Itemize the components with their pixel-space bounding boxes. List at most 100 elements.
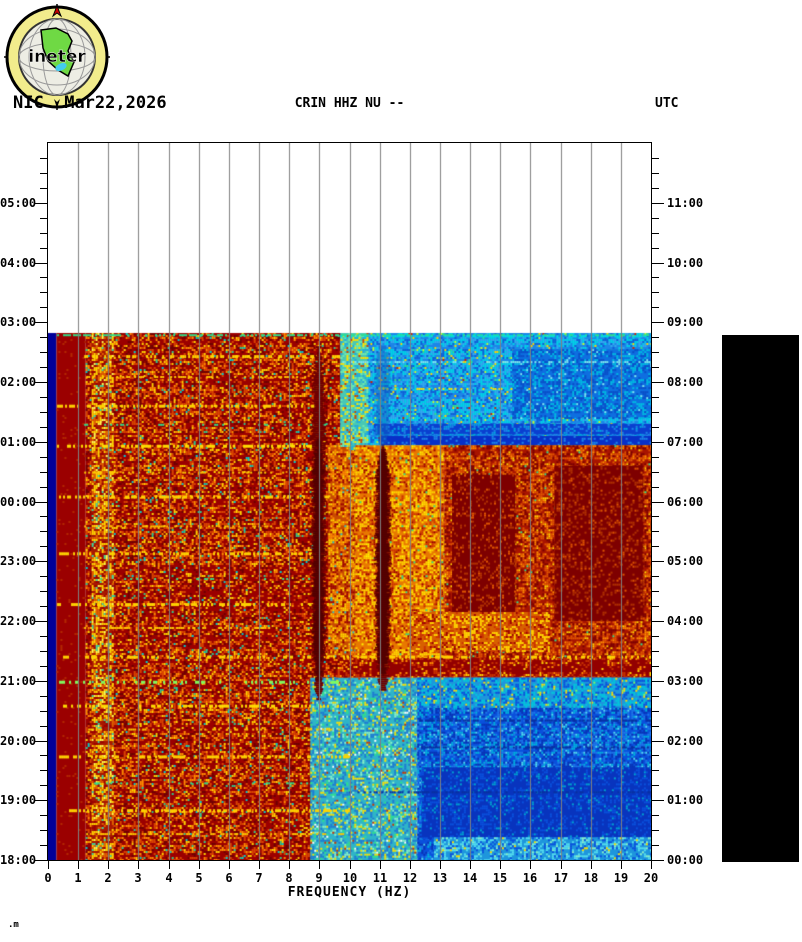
- right-axis-tick: [652, 218, 659, 219]
- left-axis-tick: [40, 352, 47, 353]
- x-axis-tick: [108, 861, 109, 869]
- left-axis-tick: [40, 277, 47, 278]
- network-code: NIC: [13, 93, 44, 113]
- right-axis-label: 01:00: [667, 793, 704, 807]
- right-axis-tick: [652, 606, 659, 607]
- left-axis-tick: [35, 860, 47, 861]
- left-axis-tick: [40, 248, 47, 249]
- right-axis-label: 08:00: [667, 375, 704, 389]
- left-axis-tick: [40, 531, 47, 532]
- right-axis-tick: [652, 755, 659, 756]
- left-axis-tick: [40, 651, 47, 652]
- right-axis-tick: [652, 203, 664, 204]
- x-axis-tick: [259, 861, 260, 869]
- left-axis-tick: [40, 576, 47, 577]
- x-axis-label: 9: [315, 871, 323, 885]
- left-axis-tick: [35, 203, 47, 204]
- left-axis-tick: [35, 561, 47, 562]
- right-axis-tick: [652, 248, 659, 249]
- left-axis-tick: [35, 741, 47, 742]
- right-axis-label: 07:00: [667, 435, 704, 449]
- left-axis-tick: [40, 845, 47, 846]
- right-axis-tick: [652, 636, 659, 637]
- left-axis-tick: [40, 770, 47, 771]
- x-axis-tick: [380, 861, 381, 869]
- x-axis-label: 4: [165, 871, 173, 885]
- right-axis-tick: [652, 800, 664, 801]
- x-axis-tick: [48, 861, 49, 869]
- page-title: CRIN HHZ NU --: [294, 96, 405, 111]
- left-axis-label: 21:00: [0, 674, 37, 688]
- legend-bar-black: [722, 335, 799, 862]
- left-axis-tick: [40, 785, 47, 786]
- utc-axis-title: UTC: [655, 96, 679, 111]
- left-axis-label: 18:00: [0, 853, 37, 867]
- x-axis-tick: [169, 861, 170, 869]
- right-axis-label: 00:00: [667, 853, 704, 867]
- x-axis-tick: [138, 861, 139, 869]
- x-axis-label: 17: [553, 871, 569, 885]
- left-axis-tick: [40, 755, 47, 756]
- x-axis-tick: [410, 861, 411, 869]
- x-axis-label: 3: [134, 871, 142, 885]
- left-axis-label: 00:00: [0, 495, 37, 509]
- x-axis-title: FREQUENCY (HZ): [287, 885, 412, 900]
- right-axis-label: 02:00: [667, 734, 704, 748]
- x-axis-label: 15: [492, 871, 508, 885]
- right-axis-tick: [652, 651, 659, 652]
- x-axis-tick: [621, 861, 622, 869]
- station-date-line: NIC Mar22,2026: [13, 93, 167, 113]
- left-axis-tick: [40, 815, 47, 816]
- x-axis-label: 2: [104, 871, 112, 885]
- right-axis-tick: [652, 472, 659, 473]
- right-axis-tick: [652, 173, 659, 174]
- lake-shape: [55, 62, 67, 72]
- x-axis-label: 7: [255, 871, 263, 885]
- right-axis-label: 11:00: [667, 196, 704, 210]
- left-axis-label: 01:00: [0, 435, 37, 449]
- right-axis-label: 06:00: [667, 495, 704, 509]
- x-axis-label: 6: [225, 871, 233, 885]
- x-axis-tick: [199, 861, 200, 869]
- x-axis-tick: [289, 861, 290, 869]
- left-axis-tick: [40, 666, 47, 667]
- x-axis-label: 14: [462, 871, 478, 885]
- right-axis-tick: [652, 516, 659, 517]
- right-axis-tick: [652, 546, 659, 547]
- left-axis-tick: [40, 457, 47, 458]
- right-axis-tick: [652, 457, 659, 458]
- left-axis-tick: [35, 681, 47, 682]
- right-axis-tick: [652, 158, 659, 159]
- x-axis-tick: [440, 861, 441, 869]
- left-axis-tick: [40, 711, 47, 712]
- left-axis-tick: [40, 337, 47, 338]
- right-axis-tick: [652, 845, 659, 846]
- x-axis-tick: [319, 861, 320, 869]
- right-axis-tick: [652, 741, 664, 742]
- left-axis-tick: [40, 591, 47, 592]
- right-axis-tick: [652, 292, 659, 293]
- left-axis-tick: [40, 233, 47, 234]
- left-axis-tick: [35, 621, 47, 622]
- right-axis-tick: [652, 591, 659, 592]
- left-axis-tick: [40, 830, 47, 831]
- x-axis-label: 1: [74, 871, 82, 885]
- right-axis-tick: [652, 815, 659, 816]
- right-axis-tick: [652, 337, 659, 338]
- left-axis-label: 22:00: [0, 614, 37, 628]
- right-axis-tick: [652, 770, 659, 771]
- left-axis-label: 23:00: [0, 554, 37, 568]
- left-axis-tick: [40, 307, 47, 308]
- left-axis-tick: [40, 696, 47, 697]
- x-axis-label: 0: [44, 871, 52, 885]
- x-axis-tick: [530, 861, 531, 869]
- left-axis-tick: [40, 546, 47, 547]
- x-axis-label: 13: [432, 871, 448, 885]
- right-axis-tick: [652, 502, 664, 503]
- left-axis-tick: [35, 502, 47, 503]
- right-axis-tick: [652, 427, 659, 428]
- right-axis-tick: [652, 561, 664, 562]
- left-axis-tick: [40, 516, 47, 517]
- left-axis-tick: [40, 292, 47, 293]
- left-axis-tick: [40, 158, 47, 159]
